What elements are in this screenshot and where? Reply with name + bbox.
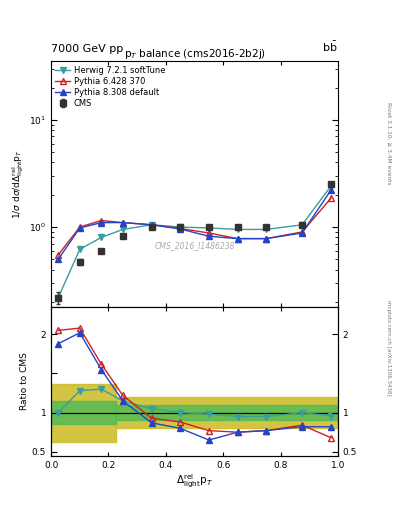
Pythia 8.308 default	[178, 226, 183, 232]
Pythia 6.428 370	[207, 230, 211, 236]
Y-axis label: 1/$\sigma$ d$\sigma$/d$\Delta^{\rm rel}_{\rm light}$p$_T$: 1/$\sigma$ d$\sigma$/d$\Delta^{\rm rel}_…	[11, 149, 26, 219]
Pythia 8.308 default	[149, 222, 154, 228]
Text: b$\bar{\rm b}$: b$\bar{\rm b}$	[323, 39, 338, 54]
Herwig 7.2.1 softTune	[99, 234, 104, 241]
Line: Pythia 8.308 default: Pythia 8.308 default	[55, 187, 334, 263]
Herwig 7.2.1 softTune	[264, 226, 269, 232]
Title: p$_T$ balance (cms2016-2b2j): p$_T$ balance (cms2016-2b2j)	[123, 47, 266, 61]
Herwig 7.2.1 softTune	[56, 294, 61, 301]
Pythia 6.428 370	[235, 236, 240, 242]
Text: mcplots.cern.ch [arXiv:1306.3436]: mcplots.cern.ch [arXiv:1306.3436]	[386, 301, 391, 396]
Herwig 7.2.1 softTune	[77, 246, 82, 252]
Herwig 7.2.1 softTune	[235, 226, 240, 232]
Text: 7000 GeV pp: 7000 GeV pp	[51, 44, 123, 54]
Herwig 7.2.1 softTune	[329, 183, 333, 189]
Pythia 8.308 default	[99, 220, 104, 226]
Pythia 8.308 default	[235, 236, 240, 242]
X-axis label: $\Delta^{\rm rel}_{\rm light}$p$_T$: $\Delta^{\rm rel}_{\rm light}$p$_T$	[176, 472, 213, 489]
Pythia 8.308 default	[77, 225, 82, 231]
Pythia 6.428 370	[149, 222, 154, 228]
Pythia 6.428 370	[300, 229, 305, 235]
Line: Pythia 6.428 370: Pythia 6.428 370	[55, 195, 334, 258]
Line: Herwig 7.2.1 softTune: Herwig 7.2.1 softTune	[55, 183, 334, 301]
Text: Rivet 3.1.10, ≥ 3.4M events: Rivet 3.1.10, ≥ 3.4M events	[386, 102, 391, 185]
Pythia 8.308 default	[300, 230, 305, 236]
Pythia 8.308 default	[56, 256, 61, 262]
Pythia 8.308 default	[329, 187, 333, 194]
Legend: Herwig 7.2.1 softTune, Pythia 6.428 370, Pythia 8.308 default, CMS: Herwig 7.2.1 softTune, Pythia 6.428 370,…	[53, 64, 167, 110]
Pythia 6.428 370	[77, 224, 82, 230]
Herwig 7.2.1 softTune	[207, 225, 211, 231]
Y-axis label: Ratio to CMS: Ratio to CMS	[20, 352, 29, 410]
Pythia 8.308 default	[264, 236, 269, 242]
Herwig 7.2.1 softTune	[178, 224, 183, 230]
Pythia 8.308 default	[207, 233, 211, 239]
Pythia 6.428 370	[120, 220, 125, 226]
Pythia 6.428 370	[99, 218, 104, 224]
Text: CMS_2016_I1486238: CMS_2016_I1486238	[154, 241, 235, 250]
Pythia 8.308 default	[120, 220, 125, 226]
Herwig 7.2.1 softTune	[120, 226, 125, 232]
Pythia 6.428 370	[329, 195, 333, 201]
Pythia 6.428 370	[178, 225, 183, 231]
Herwig 7.2.1 softTune	[149, 222, 154, 228]
Pythia 6.428 370	[264, 236, 269, 242]
Herwig 7.2.1 softTune	[300, 222, 305, 228]
Pythia 6.428 370	[56, 252, 61, 258]
